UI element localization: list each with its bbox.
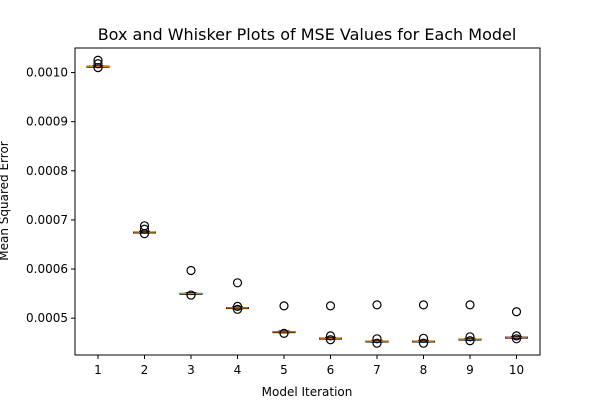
outlier-point <box>232 278 243 288</box>
outlier-point <box>139 229 150 239</box>
x-tick-label: 3 <box>187 363 195 377</box>
x-tick-label: 5 <box>280 363 288 377</box>
box-group-7 <box>365 300 389 348</box>
outlier-point <box>139 224 150 234</box>
outlier-point <box>186 290 196 300</box>
outlier-point <box>418 338 429 348</box>
outlier-point <box>325 301 336 311</box>
outlier-point <box>372 334 382 344</box>
y-tick-label: 0.0006 <box>26 262 68 276</box>
box-group-6 <box>319 301 342 345</box>
outlier-point <box>372 338 382 348</box>
x-tick-label: 7 <box>373 363 381 377</box>
axes-frame <box>74 47 541 356</box>
y-tick-label: 0.0008 <box>26 164 68 178</box>
chart-title: Box and Whisker Plots of MSE Values for … <box>98 25 517 44</box>
x-axis: 1 2 3 4 5 6 7 8 9 10 <box>94 355 524 377</box>
plot-area <box>86 55 528 348</box>
box-group-5 <box>272 301 296 338</box>
y-tick-label: 0.0009 <box>26 115 68 129</box>
y-axis-label: Mean Squared Error <box>0 141 11 261</box>
x-tick-label: 9 <box>466 363 474 377</box>
x-tick-label: 4 <box>234 363 242 377</box>
x-tick-label: 1 <box>94 363 102 377</box>
outlier-point <box>418 333 429 343</box>
outlier-point <box>93 55 103 65</box>
y-tick-label: 0.0005 <box>26 311 68 325</box>
outlier-point <box>465 336 475 346</box>
y-axis: 0.0005 0.0006 0.0007 0.0008 0.0009 0.0010 <box>26 66 75 325</box>
outlier-point <box>186 265 196 276</box>
outlier-point <box>93 59 103 69</box>
x-tick-label: 10 <box>509 363 524 377</box>
box-group-8 <box>412 300 435 348</box>
outlier-point <box>465 332 475 342</box>
box-group-10 <box>505 307 528 344</box>
outlier-point <box>279 301 289 311</box>
outlier-point <box>232 304 243 314</box>
y-tick-label: 0.0010 <box>26 66 68 80</box>
outlier-point <box>93 63 103 73</box>
box-group-9 <box>458 300 482 346</box>
outlier-point <box>511 307 522 317</box>
outlier-point <box>279 328 289 338</box>
box-group-1 <box>86 55 110 73</box>
x-tick-label: 8 <box>420 363 428 377</box>
box-group-4 <box>226 278 249 314</box>
box-group-2 <box>133 221 156 239</box>
outlier-point <box>232 301 243 311</box>
outlier-point <box>325 331 336 341</box>
x-tick-label: 6 <box>327 363 335 377</box>
box-group-3 <box>179 265 203 300</box>
outlier-point <box>511 334 522 344</box>
x-axis-label: Model Iteration <box>262 385 353 399</box>
outlier-point <box>465 300 475 310</box>
y-tick-label: 0.0007 <box>26 213 68 227</box>
outlier-point <box>325 335 336 345</box>
outlier-point <box>511 331 522 341</box>
outlier-point <box>418 300 429 310</box>
outlier-point <box>372 300 382 310</box>
x-tick-label: 2 <box>141 363 149 377</box>
